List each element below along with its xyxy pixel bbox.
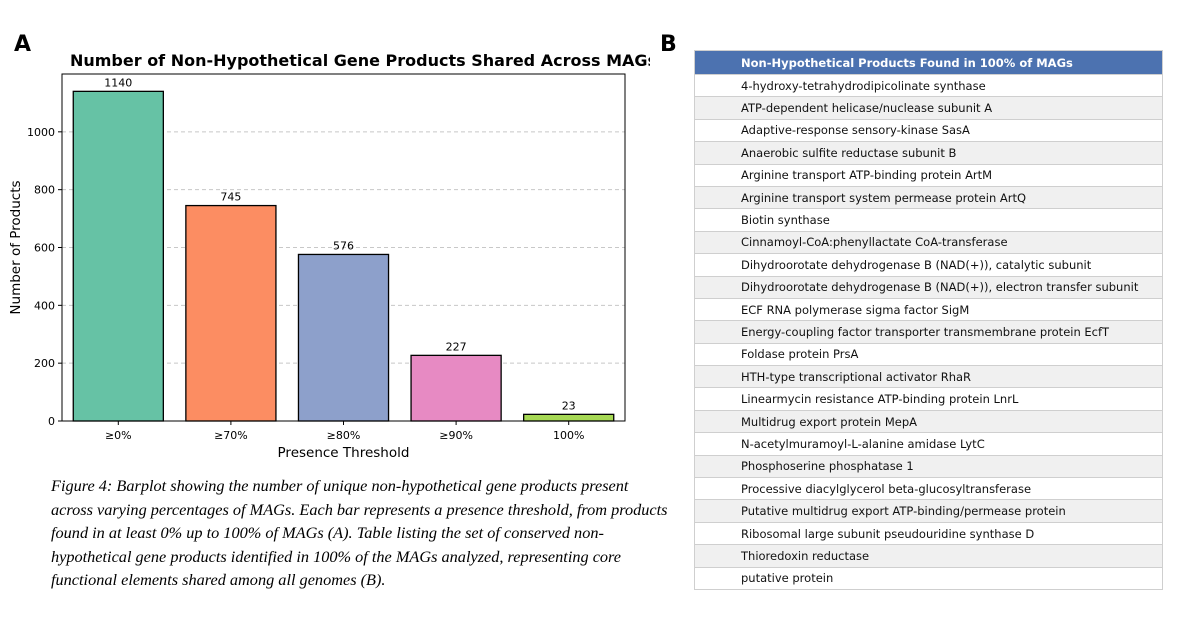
table-row: Dihydroorotate dehydrogenase B (NAD(+)),… [695, 275, 1162, 298]
bar-value-label: 23 [562, 399, 576, 412]
bar-value-label: 227 [446, 340, 467, 353]
x-tick-label: ≥90% [439, 429, 473, 442]
table-row: Arginine transport system permease prote… [695, 185, 1162, 209]
bar [523, 413, 615, 422]
table-row: Anaerobic sulfite reductase subunit B [695, 141, 1162, 164]
table-row: Ribosomal large subunit pseudouridine sy… [695, 521, 1162, 545]
bar-value-label: 576 [333, 239, 354, 252]
bar-value-label: 745 [220, 191, 241, 204]
bar [185, 204, 277, 422]
chart-title: Number of Non-Hypothetical Gene Products… [70, 51, 650, 70]
bar [72, 90, 164, 422]
y-tick-label: 400 [34, 299, 55, 312]
panel-label-a: A [14, 32, 32, 57]
table-row: Biotin synthase [695, 208, 1162, 231]
figure-caption: Figure 4: Barplot showing the number of … [51, 476, 668, 590]
table-row: Processive diacylglycerol beta-glucosylt… [695, 477, 1162, 500]
table-header: Non-Hypothetical Products Found in 100% … [695, 51, 1162, 74]
y-tick-label: 200 [34, 357, 55, 370]
table-row: Putative multidrug export ATP-binding/pe… [695, 499, 1162, 522]
table-row: Linearmycin resistance ATP-binding prote… [695, 387, 1162, 410]
table-row: ATP-dependent helicase/nuclease subunit … [695, 96, 1162, 119]
x-axis-label: Presence Threshold [278, 445, 410, 461]
table-row: Cinnamoyl-CoA:phenyllactate CoA-transfer… [695, 230, 1162, 254]
y-tick-label: 800 [34, 184, 55, 197]
bar-chart: 1140 745 576 227 23 0 200 400 600 800 1000 ≥0% ≥70%… [8, 51, 650, 461]
table-row: N-acetylmuramoyl-L-alanine amidase LytC [695, 432, 1162, 455]
x-tick-label: ≥0% [105, 429, 132, 442]
table-row: 4-hydroxy-tetrahydrodipicolinate synthas… [695, 74, 1162, 97]
x-tick-label: 100% [553, 429, 584, 442]
table-row: Dihydroorotate dehydrogenase B (NAD(+)),… [695, 253, 1162, 276]
panel-label-b: B [660, 32, 677, 57]
table-row: ECF RNA polymerase sigma factor SigM [695, 297, 1162, 321]
bar [297, 253, 390, 422]
products-table: Non-Hypothetical Products Found in 100% … [694, 50, 1163, 590]
bar [410, 354, 502, 422]
table-row: Foldase protein PrsA [695, 342, 1162, 366]
table-row: Multidrug export protein MepA [695, 409, 1162, 433]
x-tick-label: ≥70% [214, 429, 248, 442]
table-body: 4-hydroxy-tetrahydrodipicolinate synthas… [695, 74, 1162, 589]
y-tick-label: 0 [48, 415, 55, 428]
y-tick-label: 1000 [27, 126, 55, 139]
x-tick-label: ≥80% [327, 429, 361, 442]
table-row: Energy-coupling factor transporter trans… [695, 320, 1162, 343]
y-axis-label: Number of Products [8, 180, 24, 314]
table-row: Adaptive-response sensory-kinase SasA [695, 118, 1162, 142]
table-row: Thioredoxin reductase [695, 544, 1162, 567]
table-row: Arginine transport ATP-binding protein A… [695, 163, 1162, 186]
table-row: Phosphoserine phosphatase 1 [695, 454, 1162, 478]
y-tick-label: 600 [34, 242, 55, 255]
table-row: putative protein [695, 566, 1162, 589]
bar-value-label: 1140 [104, 76, 132, 89]
table-row: HTH-type transcriptional activator RhaR [695, 365, 1162, 388]
